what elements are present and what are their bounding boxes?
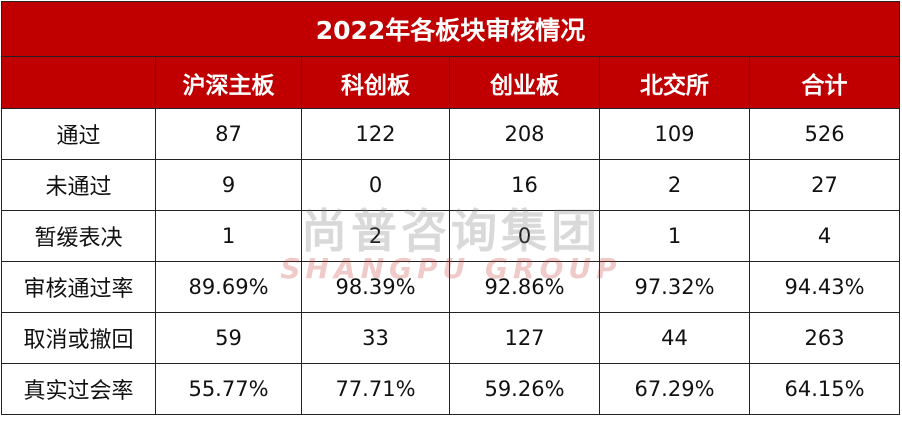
- table-cell: 55.77%: [155, 363, 302, 415]
- table-cell: 526: [748, 108, 901, 160]
- table-cell: 1: [155, 210, 302, 262]
- table-cell: 59: [155, 312, 302, 364]
- column-header: 北交所: [599, 56, 750, 109]
- table-row: 取消或撤回 59 33 127 44 263: [1, 312, 901, 364]
- table-cell: 208: [449, 108, 600, 160]
- table-cell: 89.69%: [155, 261, 302, 313]
- corner-cell: [1, 56, 156, 109]
- table-cell: 33: [301, 312, 450, 364]
- table-cell: 2: [599, 159, 750, 211]
- table-cell: 64.15%: [748, 363, 901, 415]
- table-cell: 94.43%: [748, 261, 901, 313]
- row-label: 真实过会率: [1, 363, 156, 415]
- table-cell: 2: [301, 210, 450, 262]
- table-row: 真实过会率 55.77% 77.71% 59.26% 67.29% 64.15%: [1, 363, 901, 415]
- table-cell: 59.26%: [449, 363, 600, 415]
- table-cell: 87: [155, 108, 302, 160]
- table-cell: 67.29%: [599, 363, 750, 415]
- table-cell: 109: [599, 108, 750, 160]
- table-row: 通过 87 122 208 109 526: [1, 108, 901, 160]
- table-row: 未通过 9 0 16 2 27: [1, 159, 901, 211]
- column-header: 沪深主板: [155, 56, 302, 109]
- table-title: 2022年各板块审核情况: [0, 1, 901, 57]
- table-cell: 92.86%: [449, 261, 600, 313]
- row-label: 通过: [1, 108, 156, 160]
- table-row: 暂缓表决 1 2 0 1 4: [1, 210, 901, 262]
- table-cell: 98.39%: [301, 261, 450, 313]
- column-header: 科创板: [301, 56, 450, 109]
- table-cell: 0: [301, 159, 450, 211]
- row-label: 暂缓表决: [1, 210, 156, 262]
- table-cell: 1: [599, 210, 750, 262]
- row-label: 取消或撤回: [1, 312, 156, 364]
- table-cell: 122: [301, 108, 450, 160]
- column-header: 创业板: [449, 56, 600, 109]
- review-table: 2022年各板块审核情况 沪深主板 科创板 创业板 北交所 合计 通过 87 122 208 1…: [0, 1, 901, 415]
- table-row: 审核通过率 89.69% 98.39% 92.86% 97.32% 94.43%: [1, 261, 901, 313]
- table-cell: 4: [748, 210, 901, 262]
- table-cell: 263: [748, 312, 901, 364]
- table-cell: 9: [155, 159, 302, 211]
- table-cell: 44: [599, 312, 750, 364]
- column-header: 合计: [748, 56, 901, 109]
- table-cell: 27: [748, 159, 901, 211]
- table-cell: 97.32%: [599, 261, 750, 313]
- table-cell: 0: [449, 210, 600, 262]
- table-cell: 127: [449, 312, 600, 364]
- table-cell: 77.71%: [301, 363, 450, 415]
- row-label: 未通过: [1, 159, 156, 211]
- table-cell: 16: [449, 159, 600, 211]
- row-label: 审核通过率: [1, 261, 156, 313]
